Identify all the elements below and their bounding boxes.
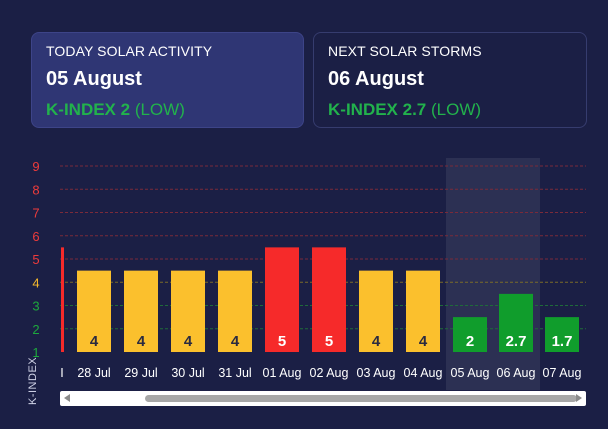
x-tick-label: 07 Aug [543,366,582,380]
bar-data-label: 5 [278,333,286,350]
y-tick-label: 2 [32,322,39,337]
bar-data-label: 5 [325,333,333,350]
bar [61,247,64,352]
bar [265,247,299,352]
bar [499,293,533,352]
bar [171,270,205,352]
today-activity-card: TODAY SOLAR ACTIVITY 05 August K-INDEX 2… [31,32,304,128]
bar [312,247,346,352]
y-tick-label: 3 [32,299,39,314]
bar [359,270,393,352]
today-card-label: TODAY SOLAR ACTIVITY [46,43,213,59]
bar-data-label: 2.7 [506,333,527,350]
y-tick-label: 7 [32,206,39,221]
x-tick-label: 01 Aug [263,366,302,380]
bar [545,317,579,352]
next-kindex-line: K-INDEX 2.7 (LOW) [328,100,572,120]
kindex-bar-chart: 1 2 3 4 5 6 7 8 9 I 4 28 Jul 4 29 Jul 4 30 Jul 4 31 Jul 5 0… [32,158,586,390]
bar-data-label: 1.7 [552,333,573,350]
x-tick-label: 28 Jul [77,366,110,380]
x-tick-label: 29 Jul [124,366,157,380]
scroll-left-arrow-icon[interactable] [64,394,70,402]
scroll-right-arrow-icon[interactable] [576,394,582,402]
y-tick-label: 6 [32,229,39,244]
bar [77,270,111,352]
next-card-label: NEXT SOLAR STORMS [328,43,482,59]
x-tick-label: 31 Jul [218,366,251,380]
next-kindex-value: K-INDEX 2.7 [328,100,427,119]
bar [124,270,158,352]
x-tick-label: 02 Aug [310,366,349,380]
forecast-highlight-band [446,158,540,390]
y-tick-label: 4 [32,275,39,290]
today-kindex-value: K-INDEX 2 [46,100,131,119]
bar-data-label: 2 [466,333,474,350]
bar [218,270,252,352]
bar-data-label: 4 [231,333,240,350]
x-tick-label: 06 Aug [497,366,536,380]
bar [406,270,440,352]
y-tick-label: 5 [32,252,39,267]
next-date: 06 August [328,68,424,90]
next-level: (LOW) [430,100,482,119]
y-tick-label: 1 [32,345,39,360]
today-kindex-line: K-INDEX 2 (LOW) [46,100,289,120]
bar-data-label: 4 [137,333,146,350]
bar [453,317,487,352]
y-tick-label: 8 [32,182,39,197]
x-tick-label: I [60,366,63,380]
scrollbar-thumb[interactable] [145,395,577,402]
y-tick-label: 9 [32,159,39,174]
next-storms-card: NEXT SOLAR STORMS 06 August K-INDEX 2.7 … [313,32,587,128]
chart-scrollbar[interactable] [60,391,586,406]
x-tick-label: 30 Jul [171,366,204,380]
bar-data-label: 4 [372,333,381,350]
bar-data-label: 4 [90,333,99,350]
bar-data-label: 4 [419,333,428,350]
today-date: 05 August [46,68,142,90]
today-level: (LOW) [134,100,185,119]
x-tick-label: 04 Aug [404,366,443,380]
x-tick-label: 05 Aug [451,366,490,380]
y-axis-title: K-INDEX [27,356,39,405]
bar-data-label: 4 [184,333,193,350]
x-tick-label: 03 Aug [357,366,396,380]
